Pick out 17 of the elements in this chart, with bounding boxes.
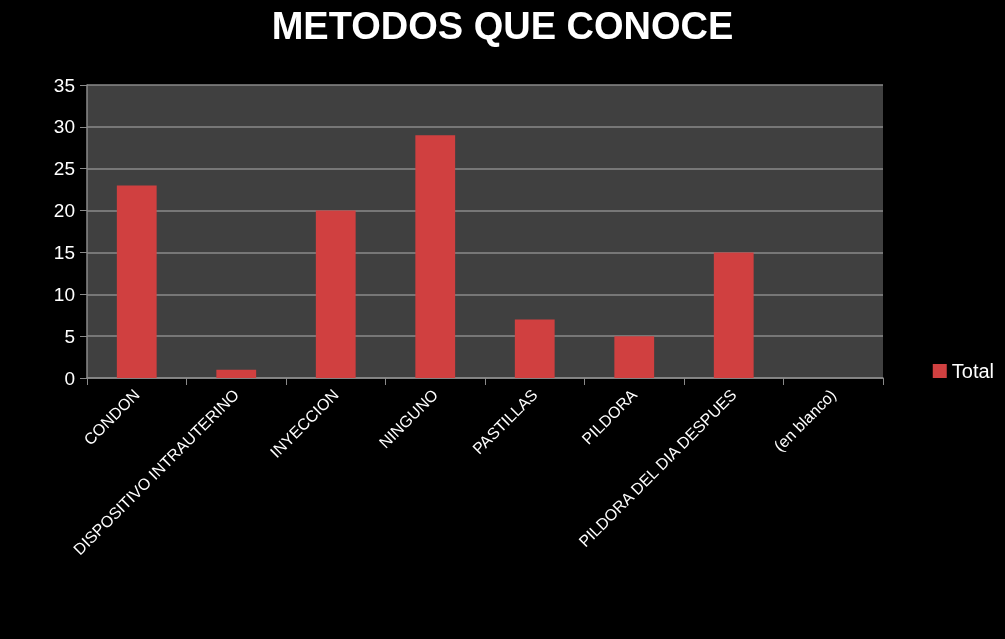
y-tick-label: 20 [53, 200, 75, 222]
y-tick-label: 30 [53, 116, 75, 138]
bar [614, 336, 655, 378]
chart-title: METODOS QUE CONOCE [271, 5, 734, 47]
bar [216, 369, 257, 378]
y-tick-label: 25 [53, 158, 75, 180]
bar [713, 252, 754, 378]
y-tick-label: 10 [53, 283, 75, 305]
y-tick-label: 15 [53, 241, 75, 263]
y-tick-label: 35 [53, 74, 75, 96]
y-tick-label: 0 [64, 367, 75, 389]
bar [514, 319, 555, 378]
bar [315, 210, 356, 378]
y-tick-label: 5 [64, 325, 75, 347]
bar [116, 185, 157, 378]
legend-label: Total [951, 360, 994, 382]
bar [415, 135, 456, 378]
